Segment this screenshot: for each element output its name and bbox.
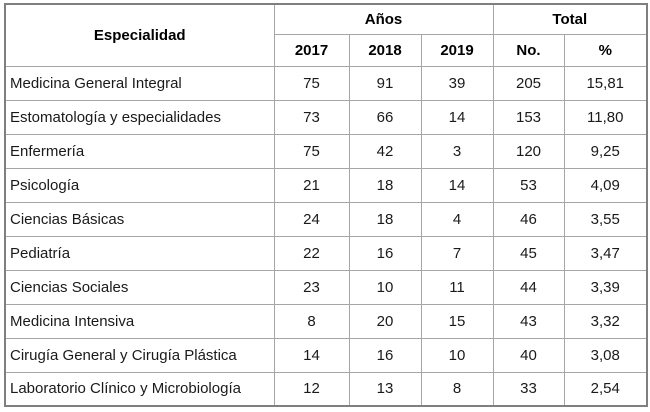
value-2017: 24 [273, 201, 350, 237]
table-row: Enfermería 75 42 3 120 9,25 [4, 133, 648, 169]
value-total-pct: 3,08 [563, 337, 648, 373]
value-2018: 16 [348, 235, 422, 271]
value-2017: 14 [273, 337, 350, 373]
table-row: Laboratorio Clínico y Microbiología 12 1… [4, 371, 648, 407]
value-total-pct: 3,39 [563, 269, 648, 305]
table-row: Estomatología y especialidades 73 66 14 … [4, 99, 648, 135]
specialties-table: Especialidad Años Total 2017 2018 2019 N… [4, 3, 648, 407]
value-2019: 4 [420, 201, 494, 237]
value-2019: 39 [420, 65, 494, 101]
value-total-pct: 9,25 [563, 133, 648, 169]
header-row-sub: 2017 2018 2019 No. % [5, 33, 648, 67]
value-total-no: 46 [492, 201, 565, 237]
value-total-pct: 11,80 [563, 99, 648, 135]
value-2017: 23 [273, 269, 350, 305]
value-total-no: 153 [492, 99, 565, 135]
value-total-no: 33 [492, 371, 565, 407]
value-2019: 14 [420, 99, 494, 135]
table-row: Ciencias Sociales 23 10 11 44 3,39 [4, 269, 648, 305]
value-total-pct: 15,81 [563, 65, 648, 101]
table-row: Psicología 21 18 14 53 4,09 [4, 167, 648, 203]
table-row: Ciencias Básicas 24 18 4 46 3,55 [4, 201, 648, 237]
value-total-pct: 3,32 [563, 303, 648, 339]
value-2018: 42 [348, 133, 422, 169]
value-total-no: 45 [492, 235, 565, 271]
header-row-groups: Especialidad Años Total [4, 3, 648, 67]
value-2018: 18 [348, 201, 422, 237]
value-2018: 13 [348, 371, 422, 407]
specialty-name: Estomatología y especialidades [4, 99, 275, 135]
value-2019: 7 [420, 235, 494, 271]
value-2017: 8 [273, 303, 350, 339]
specialty-name: Pediatría [4, 235, 275, 271]
specialty-name: Medicina General Integral [4, 65, 275, 101]
value-total-pct: 3,47 [563, 235, 648, 271]
specialty-name: Cirugía General y Cirugía Plástica [4, 337, 275, 373]
value-total-pct: 4,09 [563, 167, 648, 203]
value-2018: 91 [348, 65, 422, 101]
value-2017: 75 [273, 65, 350, 101]
value-total-no: 43 [492, 303, 565, 339]
value-total-no: 40 [492, 337, 565, 373]
value-total-no: 120 [492, 133, 565, 169]
value-2017: 21 [273, 167, 350, 203]
specialty-name: Laboratorio Clínico y Microbiología [4, 371, 275, 407]
column-header-especialidad: Especialidad [4, 3, 275, 67]
value-2019: 15 [420, 303, 494, 339]
value-2017: 12 [273, 371, 350, 407]
value-2018: 10 [348, 269, 422, 305]
table-row: Medicina General Integral 75 91 39 205 1… [4, 65, 648, 101]
specialty-name: Psicología [4, 167, 275, 203]
specialty-name: Ciencias Sociales [4, 269, 275, 305]
value-2017: 22 [273, 235, 350, 271]
table-row: Cirugía General y Cirugía Plástica 14 16… [4, 337, 648, 373]
column-header-2017: 2017 [273, 33, 350, 67]
table-row: Medicina Intensiva 8 20 15 43 3,32 [4, 303, 648, 339]
value-2019: 3 [420, 133, 494, 169]
value-total-pct: 2,54 [563, 371, 648, 407]
value-2019: 8 [420, 371, 494, 407]
value-2017: 75 [273, 133, 350, 169]
value-total-no: 44 [492, 269, 565, 305]
column-group-anos: Años [273, 3, 494, 35]
table-row: Pediatría 22 16 7 45 3,47 [4, 235, 648, 271]
column-header-pct: % [563, 33, 648, 67]
value-2019: 11 [420, 269, 494, 305]
value-2017: 73 [273, 99, 350, 135]
value-2019: 10 [420, 337, 494, 373]
specialty-name: Ciencias Básicas [4, 201, 275, 237]
specialty-name: Medicina Intensiva [4, 303, 275, 339]
value-2018: 20 [348, 303, 422, 339]
specialty-name: Enfermería [4, 133, 275, 169]
column-header-2018: 2018 [348, 33, 422, 67]
column-group-total: Total [492, 3, 648, 35]
value-total-pct: 3,55 [563, 201, 648, 237]
column-header-2019: 2019 [420, 33, 494, 67]
value-2018: 16 [348, 337, 422, 373]
value-total-no: 53 [492, 167, 565, 203]
value-total-no: 205 [492, 65, 565, 101]
value-2018: 66 [348, 99, 422, 135]
value-2018: 18 [348, 167, 422, 203]
value-2019: 14 [420, 167, 494, 203]
column-header-no: No. [492, 33, 565, 67]
